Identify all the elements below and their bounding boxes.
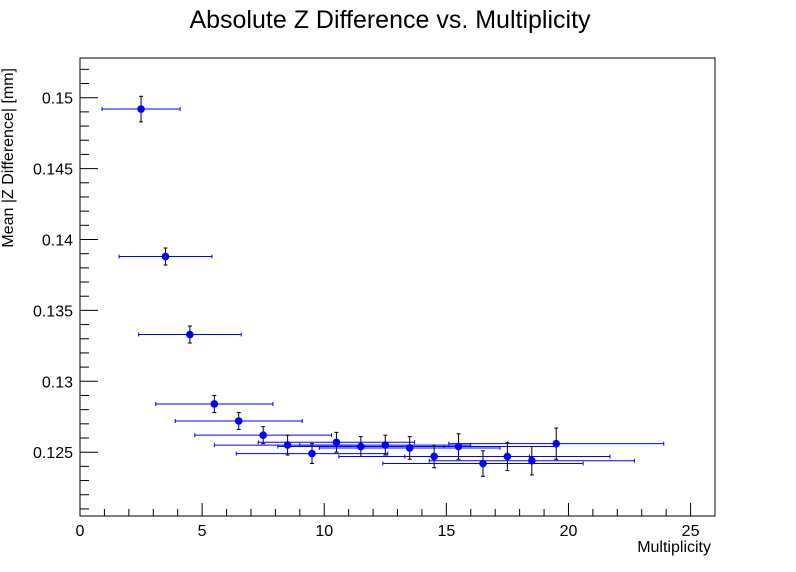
- x-tick-label: 20: [560, 523, 578, 540]
- data-point: [138, 325, 242, 344]
- x-tick-label: 0: [76, 523, 85, 540]
- data-point: [118, 247, 213, 266]
- data-marker: [503, 452, 512, 461]
- data-point: [428, 446, 635, 476]
- y-tick-label: 0.14: [42, 232, 73, 249]
- data-point: [174, 411, 303, 431]
- y-tick-label: 0.135: [33, 303, 73, 320]
- data-marker: [186, 330, 194, 339]
- y-tick-label: 0.125: [33, 445, 73, 462]
- y-tick-label: 0.13: [42, 374, 73, 391]
- y-axis-label: Mean |Z Difference| [mm]: [0, 68, 17, 248]
- data-marker: [210, 400, 219, 408]
- data-point: [155, 394, 274, 413]
- data-marker: [332, 438, 341, 447]
- data-point: [257, 431, 416, 453]
- data-point: [194, 426, 333, 445]
- x-axis-label: Multiplicity: [637, 539, 711, 556]
- x-tick-label: 15: [437, 523, 455, 540]
- data-point: [448, 427, 665, 460]
- data-point: [360, 433, 557, 460]
- data-marker: [308, 449, 316, 458]
- data-marker: [454, 442, 463, 451]
- x-tick-label: 25: [682, 523, 700, 540]
- y-tick-label: 0.145: [33, 162, 73, 179]
- data-marker: [479, 459, 487, 468]
- axis-ticks: 0 5 10 15 20 25 0.125 0.13 0.135 0.14 0.145 0.15: [33, 68, 716, 540]
- data-marker: [234, 417, 243, 425]
- data-marker: [137, 105, 145, 113]
- data-point: [404, 441, 611, 472]
- data-marker: [552, 439, 561, 448]
- x-tick-label: 10: [315, 523, 333, 540]
- chart-title: Absolute Z Difference vs. Multiplicity: [189, 6, 591, 34]
- data-marker: [259, 431, 267, 439]
- data-points: [101, 95, 665, 477]
- x-tick-label: 5: [198, 523, 207, 540]
- data-point: [382, 450, 584, 477]
- data-marker: [161, 252, 170, 261]
- data-point: [101, 95, 181, 123]
- data-marker: [528, 456, 536, 465]
- data-marker: [405, 444, 414, 452]
- y-tick-label: 0.15: [42, 91, 73, 108]
